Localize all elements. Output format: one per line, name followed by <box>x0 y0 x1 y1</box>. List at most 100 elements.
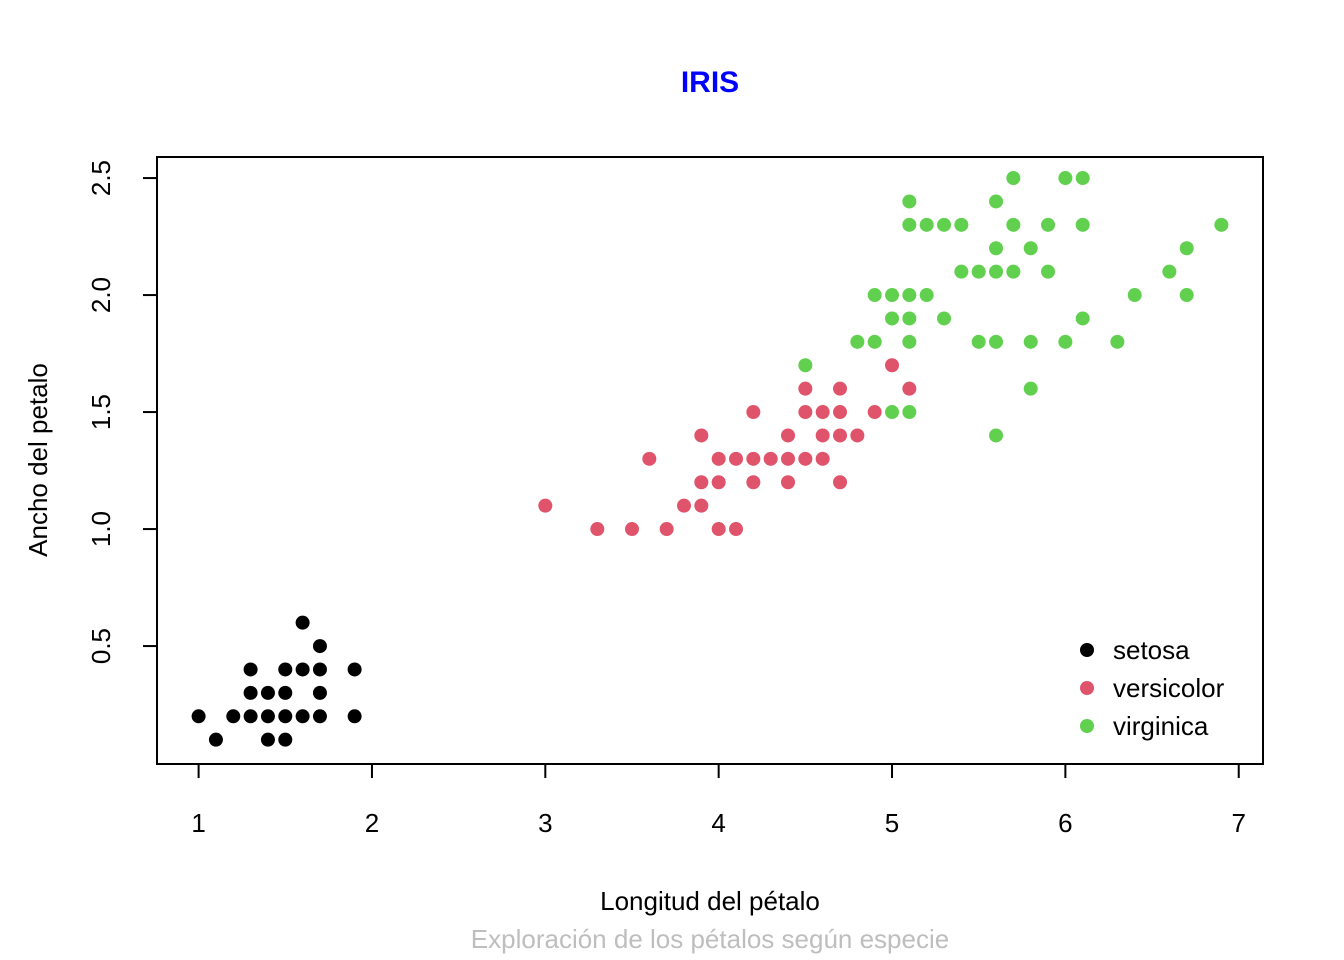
data-point-virginica <box>937 311 952 326</box>
x-axis: 1 2 3 4 5 6 7 <box>191 763 1246 838</box>
data-point-virginica <box>902 311 917 326</box>
y-tick-label: 0.5 <box>86 628 116 664</box>
data-point-virginica <box>902 405 917 420</box>
data-point-virginica <box>902 194 917 209</box>
data-point-setosa <box>278 662 293 677</box>
data-point-virginica <box>1058 171 1073 186</box>
data-point-versicolor <box>694 475 709 490</box>
data-point-versicolor <box>729 451 744 466</box>
x-tick-label: 6 <box>1058 808 1072 838</box>
data-point-versicolor <box>833 475 848 490</box>
data-point-virginica <box>1006 264 1021 279</box>
data-point-setosa <box>312 639 327 654</box>
data-point-virginica <box>989 241 1004 256</box>
data-point-versicolor <box>711 475 726 490</box>
data-point-versicolor <box>642 451 657 466</box>
data-point-virginica <box>1023 381 1038 396</box>
data-point-versicolor <box>624 522 639 537</box>
data-point-versicolor <box>850 428 865 443</box>
data-point-virginica <box>1075 171 1090 186</box>
data-point-versicolor <box>815 428 830 443</box>
legend-label-versicolor: versicolor <box>1113 673 1225 703</box>
data-point-virginica <box>989 334 1004 349</box>
x-axis-label: Longitud del pétalo <box>600 886 820 916</box>
x-tick-label: 4 <box>711 808 725 838</box>
x-tick-label: 1 <box>191 808 205 838</box>
data-point-virginica <box>1041 264 1056 279</box>
data-point-virginica <box>937 217 952 232</box>
data-point-virginica <box>954 264 969 279</box>
data-point-setosa <box>243 662 258 677</box>
data-point-virginica <box>1041 217 1056 232</box>
data-point-setosa <box>312 662 327 677</box>
x-tick-label: 5 <box>885 808 899 838</box>
data-point-virginica <box>1006 171 1021 186</box>
data-point-versicolor <box>763 451 778 466</box>
data-point-versicolor <box>781 475 796 490</box>
data-point-virginica <box>1127 288 1142 303</box>
data-point-virginica <box>1110 334 1125 349</box>
data-point-versicolor <box>676 498 691 513</box>
data-point-virginica <box>885 311 900 326</box>
legend-marker-setosa <box>1080 643 1094 657</box>
data-point-setosa <box>278 709 293 724</box>
data-point-setosa <box>347 662 362 677</box>
data-point-setosa <box>347 709 362 724</box>
data-point-virginica <box>971 334 986 349</box>
y-tick-label: 1.0 <box>86 511 116 547</box>
data-point-virginica <box>867 334 882 349</box>
data-points <box>191 171 1229 747</box>
x-tick-label: 3 <box>538 808 552 838</box>
data-point-setosa <box>312 685 327 700</box>
data-point-virginica <box>1179 241 1194 256</box>
data-point-setosa <box>208 732 223 747</box>
data-point-versicolor <box>815 405 830 420</box>
data-point-versicolor <box>798 451 813 466</box>
legend: setosa versicolor virginica <box>1080 635 1225 741</box>
data-point-setosa <box>278 685 293 700</box>
data-point-versicolor <box>711 522 726 537</box>
data-point-versicolor <box>538 498 553 513</box>
data-point-virginica <box>1058 334 1073 349</box>
chart-title: IRIS <box>681 66 739 99</box>
data-point-versicolor <box>902 381 917 396</box>
data-point-versicolor <box>885 358 900 373</box>
data-point-versicolor <box>833 428 848 443</box>
x-tick-label: 7 <box>1231 808 1245 838</box>
data-point-versicolor <box>659 522 674 537</box>
data-point-virginica <box>1075 217 1090 232</box>
data-point-setosa <box>295 615 310 630</box>
data-point-setosa <box>260 732 275 747</box>
data-point-setosa <box>260 709 275 724</box>
data-point-virginica <box>971 264 986 279</box>
data-point-virginica <box>1006 217 1021 232</box>
data-point-versicolor <box>798 381 813 396</box>
data-point-virginica <box>1214 217 1229 232</box>
data-point-setosa <box>278 732 293 747</box>
data-point-versicolor <box>694 428 709 443</box>
data-point-virginica <box>954 217 969 232</box>
data-point-versicolor <box>590 522 605 537</box>
data-point-setosa <box>312 709 327 724</box>
data-point-setosa <box>226 709 241 724</box>
chart-subtitle: Exploración de los pétalos según especie <box>471 924 949 954</box>
data-point-virginica <box>850 334 865 349</box>
data-point-versicolor <box>711 451 726 466</box>
y-axis: 0.5 1.0 1.5 2.0 2.5 <box>86 160 158 664</box>
data-point-virginica <box>989 264 1004 279</box>
y-tick-label: 1.5 <box>86 394 116 430</box>
data-point-virginica <box>919 288 934 303</box>
data-point-setosa <box>295 662 310 677</box>
data-point-virginica <box>798 358 813 373</box>
data-point-versicolor <box>746 405 761 420</box>
data-point-virginica <box>989 428 1004 443</box>
data-point-virginica <box>1179 288 1194 303</box>
data-point-virginica <box>902 334 917 349</box>
data-point-virginica <box>1023 241 1038 256</box>
legend-label-setosa: setosa <box>1113 635 1190 665</box>
data-point-versicolor <box>867 405 882 420</box>
data-point-versicolor <box>694 498 709 513</box>
data-point-virginica <box>1023 334 1038 349</box>
data-point-virginica <box>919 217 934 232</box>
